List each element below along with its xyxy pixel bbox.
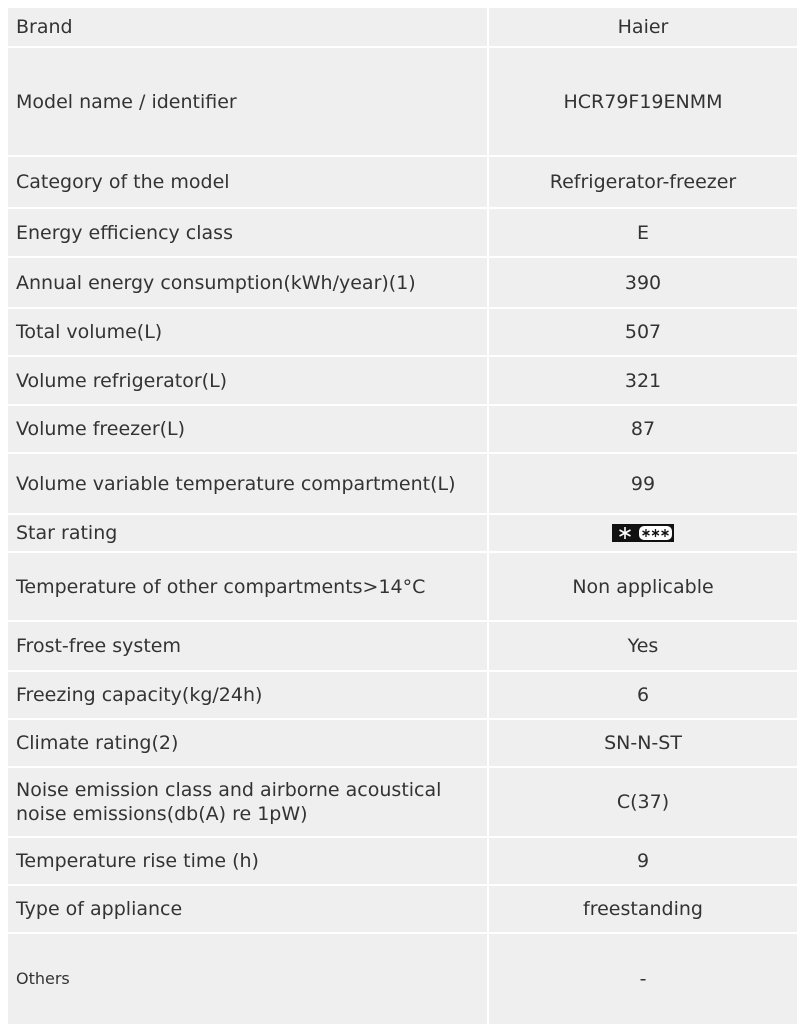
row-label: Volume freezer(L)	[8, 406, 487, 452]
row-label: Model name / identifier	[8, 48, 487, 155]
table-row: Category of the model Refrigerator-freeze…	[8, 157, 797, 207]
row-value: HCR79F19ENMM	[489, 48, 797, 155]
row-label: Frost-free system	[8, 622, 487, 670]
row-label: Others	[8, 934, 487, 1024]
label-text: Volume freezer(L)	[16, 418, 186, 440]
row-label: Brand	[8, 8, 487, 46]
table-row: Volume refrigerator(L) 321	[8, 357, 797, 404]
row-value: C(37)	[489, 768, 797, 836]
table-row: Volume variable temperature compartment(…	[8, 454, 797, 513]
row-value: 321	[489, 357, 797, 404]
value-text: 390	[624, 271, 662, 294]
label-text: Annual energy consumption(kWh/year)(1)	[16, 271, 416, 294]
value-text: C(37)	[616, 791, 670, 813]
row-value: E	[489, 209, 797, 256]
row-value: Refrigerator-freezer	[489, 157, 797, 207]
value-text: 6	[636, 684, 650, 706]
label-text: Category of the model	[16, 171, 230, 193]
value-text: 9	[636, 850, 650, 872]
row-value	[489, 515, 797, 551]
row-label: Category of the model	[8, 157, 487, 207]
value-text: HCR79F19ENMM	[563, 90, 723, 113]
table-row: Total volume(L) 507	[8, 309, 797, 355]
label-text: Volume variable temperature compartment(…	[16, 472, 456, 495]
value-text: freestanding	[583, 898, 703, 920]
table-row: Others -	[8, 934, 797, 1024]
row-label: Volume refrigerator(L)	[8, 357, 487, 404]
value-text: Haier	[617, 16, 669, 38]
row-value: SN-N-ST	[489, 720, 797, 766]
label-text: Volume refrigerator(L)	[16, 369, 228, 392]
row-label: Total volume(L)	[8, 309, 487, 355]
row-label: Temperature of other compartments>14°C	[8, 553, 487, 620]
row-value: Yes	[489, 622, 797, 670]
row-value: Haier	[489, 8, 797, 46]
value-text: 321	[624, 369, 662, 392]
label-text: Noise emission class and airborne acous­…	[16, 779, 442, 825]
label-text: Temperature rise time (h)	[16, 850, 259, 872]
label-text: Others	[16, 969, 70, 988]
table-row: Frost-free system Yes	[8, 622, 797, 670]
row-label: Noise emission class and airborne acous­…	[8, 768, 487, 836]
value-text: Yes	[627, 635, 659, 657]
row-label: Energy efficiency class	[8, 209, 487, 256]
label-text: Freezing capacity(kg/24h)	[16, 684, 263, 706]
label-text: Type of appliance	[16, 898, 183, 920]
value-text: -	[639, 968, 647, 990]
value-text: 87	[630, 418, 656, 440]
row-label: Annual energy consumption(kWh/year)(1)	[8, 258, 487, 307]
table-row: Temperature of other compartments>14°C No…	[8, 553, 797, 620]
row-value: 9	[489, 838, 797, 884]
value-text: E	[636, 221, 649, 244]
value-text: Non applicable	[572, 575, 714, 598]
row-label: Star rating	[8, 515, 487, 551]
value-text: 507	[624, 321, 662, 343]
row-value: freestanding	[489, 886, 797, 932]
table-row: Model name / identifier HCR79F19ENMM	[8, 48, 797, 155]
row-value: 507	[489, 309, 797, 355]
table-row: Volume freezer(L) 87	[8, 406, 797, 452]
label-text: Energy efficiency class	[16, 221, 233, 244]
row-value: 99	[489, 454, 797, 513]
row-value: 390	[489, 258, 797, 307]
table-row: Annual energy consumption(kWh/year)(1) 39…	[8, 258, 797, 307]
value-text: 99	[630, 472, 656, 495]
row-label: Type of appliance	[8, 886, 487, 932]
label-text: Total volume(L)	[16, 321, 163, 343]
table-row: Noise emission class and airborne acous­…	[8, 768, 797, 836]
row-label: Climate rating(2)	[8, 720, 487, 766]
label-text: Temperature of other compartments>14°C	[16, 575, 426, 598]
table-row: Energy efficiency class E	[8, 209, 797, 256]
row-value: Non applicable	[489, 553, 797, 620]
star-rating-icon	[612, 524, 674, 542]
value-text: SN-N-ST	[604, 732, 682, 754]
row-label: Temperature rise time (h)	[8, 838, 487, 884]
label-text: Climate rating(2)	[16, 732, 179, 754]
row-label: Volume variable temperature compartment(…	[8, 454, 487, 513]
row-label: Freezing capacity(kg/24h)	[8, 672, 487, 718]
value-text: Refrigerator-freezer	[549, 171, 737, 193]
table-row: Climate rating(2) SN-N-ST	[8, 720, 797, 766]
row-value: -	[489, 934, 797, 1024]
label-text: Model name / identifier	[16, 90, 237, 113]
table-row: Type of appliance freestanding	[8, 886, 797, 932]
label-text: Star rating	[16, 522, 118, 544]
table-row: Star rating	[8, 515, 797, 551]
table-row: Brand Haier	[8, 8, 797, 46]
table-row: Temperature rise time (h) 9	[8, 838, 797, 884]
row-value: 87	[489, 406, 797, 452]
label-text: Brand	[16, 16, 73, 38]
table-row: Freezing capacity(kg/24h) 6	[8, 672, 797, 718]
label-text: Frost-free system	[16, 635, 181, 657]
row-value: 6	[489, 672, 797, 718]
